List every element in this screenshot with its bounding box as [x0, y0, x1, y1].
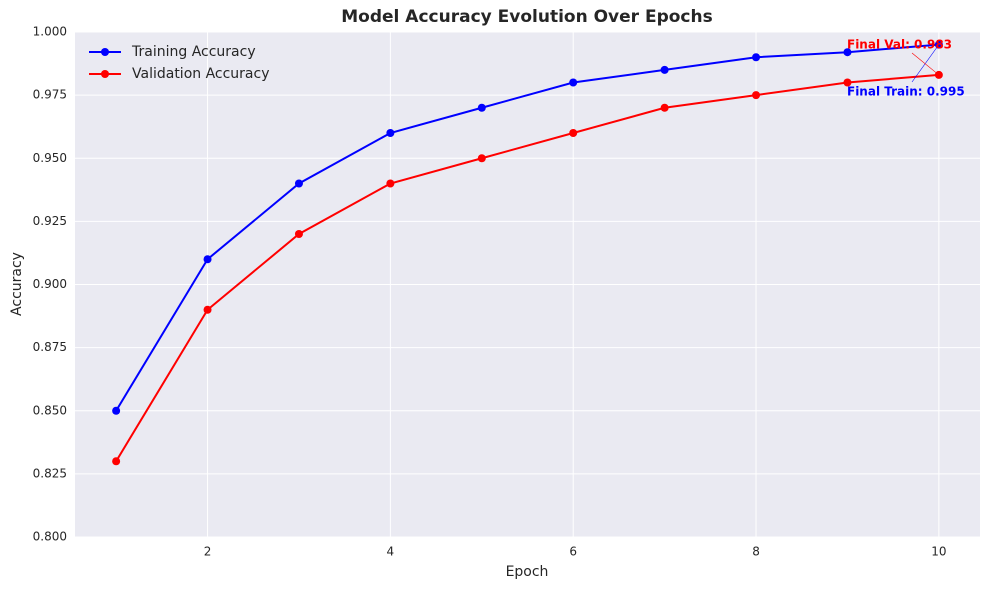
- annotation: Final Val: 0.983: [847, 38, 952, 52]
- point: [294, 179, 303, 188]
- point: [386, 129, 395, 137]
- point: [477, 103, 486, 112]
- y-axis-label: Accuracy: [9, 252, 25, 316]
- legend-label: Validation Accuracy: [132, 66, 270, 82]
- point: [660, 65, 669, 74]
- annotation-arrow: [911, 44, 940, 83]
- y-tick-label: 0.825: [33, 466, 67, 480]
- y-tick-label: 0.950: [33, 151, 67, 165]
- y-tick-label: 0.875: [33, 340, 67, 354]
- x-tick-label: 4: [387, 545, 395, 559]
- point: [112, 457, 121, 466]
- annotation-arrow: [911, 52, 940, 76]
- point: [203, 305, 212, 314]
- x-axis-label: Epoch: [506, 564, 549, 580]
- point: [569, 78, 578, 87]
- point: [660, 103, 669, 112]
- y-tick-label: 0.850: [33, 403, 67, 417]
- point: [843, 48, 852, 57]
- point: [203, 255, 212, 264]
- line: [115, 73, 939, 462]
- legend-marker: [101, 70, 109, 78]
- point: [386, 179, 395, 188]
- point: [569, 129, 578, 137]
- x-tick-label: 2: [204, 545, 212, 559]
- point: [752, 91, 761, 100]
- y-tick-label: 1.000: [33, 25, 67, 39]
- point: [477, 154, 486, 163]
- y-tick-label: 0.900: [33, 277, 67, 291]
- x-tick-label: 10: [931, 545, 946, 559]
- y-tick-label: 0.975: [33, 88, 67, 102]
- point: [843, 78, 852, 87]
- x-tick-label: 8: [752, 545, 760, 559]
- annotation: Final Train: 0.995: [847, 85, 965, 99]
- legend-marker: [101, 48, 109, 56]
- chart-title: Model Accuracy Evolution Over Epochs: [341, 7, 712, 27]
- point: [752, 53, 761, 62]
- y-tick-label: 0.925: [33, 214, 67, 228]
- point: [294, 230, 303, 238]
- x-tick-label: 6: [569, 545, 577, 559]
- point: [112, 406, 121, 415]
- line: [115, 43, 939, 412]
- legend-label: Training Accuracy: [131, 44, 256, 60]
- y-tick-label: 0.800: [33, 530, 67, 544]
